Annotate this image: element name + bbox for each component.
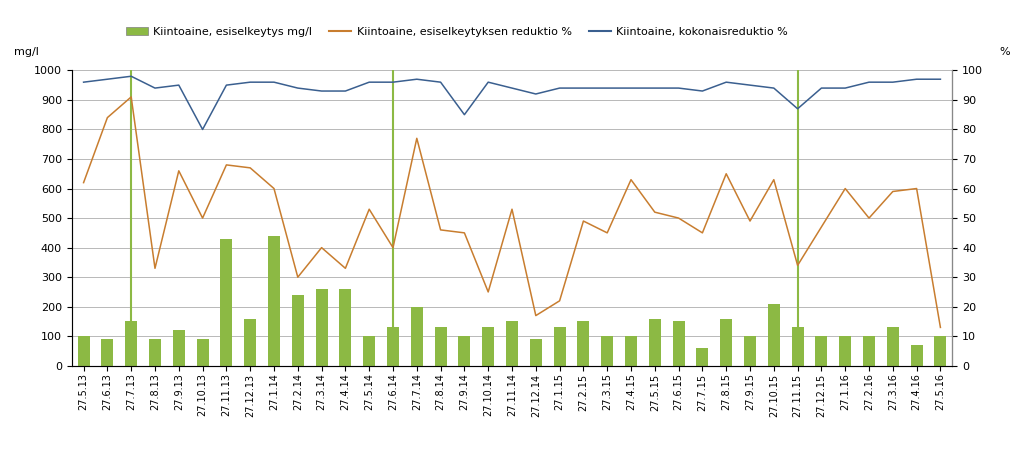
Bar: [673, 322, 685, 366]
Bar: [529, 339, 542, 366]
Bar: [815, 336, 827, 366]
Bar: [150, 339, 161, 366]
Bar: [197, 339, 209, 366]
Text: %: %: [999, 47, 1010, 57]
Bar: [292, 295, 304, 366]
Bar: [411, 307, 423, 366]
Bar: [315, 289, 328, 366]
Bar: [910, 345, 923, 366]
Bar: [578, 322, 590, 366]
Bar: [506, 322, 518, 366]
Bar: [696, 348, 709, 366]
Bar: [720, 318, 732, 366]
Bar: [268, 236, 280, 366]
Bar: [744, 336, 756, 366]
Bar: [459, 336, 470, 366]
Bar: [482, 327, 495, 366]
Bar: [101, 339, 114, 366]
Bar: [339, 289, 351, 366]
Bar: [364, 336, 375, 366]
Bar: [173, 330, 184, 366]
Bar: [625, 336, 637, 366]
Bar: [125, 322, 137, 366]
Bar: [387, 327, 399, 366]
Legend: Kiintoaine, esiselkeytys mg/l, Kiintoaine, esiselkeytyksen reduktio %, Kiintoain: Kiintoaine, esiselkeytys mg/l, Kiintoain…: [121, 23, 793, 42]
Bar: [887, 327, 899, 366]
Bar: [434, 327, 446, 366]
Bar: [649, 318, 660, 366]
Bar: [935, 336, 946, 366]
Bar: [863, 336, 874, 366]
Bar: [768, 304, 779, 366]
Bar: [601, 336, 613, 366]
Text: mg/l: mg/l: [14, 47, 39, 57]
Bar: [840, 336, 851, 366]
Bar: [78, 336, 89, 366]
Bar: [554, 327, 565, 366]
Bar: [245, 318, 256, 366]
Bar: [220, 239, 232, 366]
Bar: [792, 327, 804, 366]
